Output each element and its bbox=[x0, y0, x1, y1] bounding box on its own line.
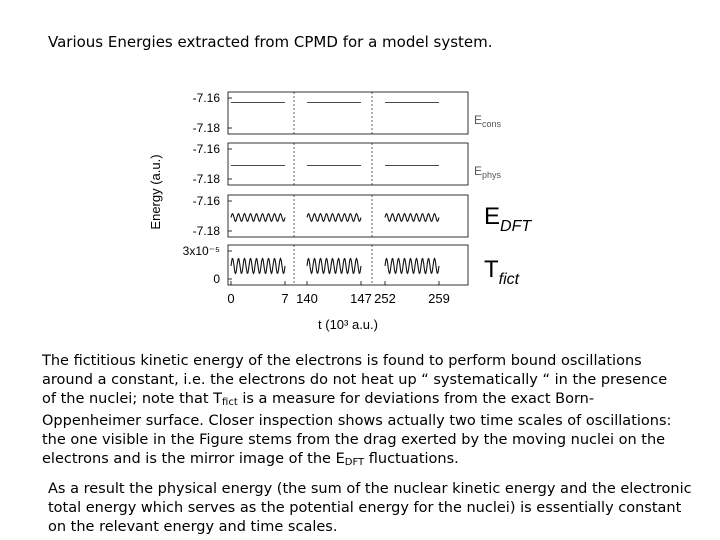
y-tick-label-cons: -7.18 bbox=[193, 121, 221, 135]
x-axis-label: t (10³ a.u.) bbox=[318, 317, 378, 332]
series-line-DFT bbox=[230, 212, 440, 223]
y-tick-label-fict: 0 bbox=[213, 272, 220, 286]
y-tick-label-fict: 3x10⁻⁵ bbox=[183, 244, 220, 258]
y-tick-label-phys: -7.18 bbox=[193, 172, 221, 186]
x-tick-label: 7 bbox=[281, 291, 288, 306]
panel-frame-cons bbox=[227, 91, 469, 135]
y-axis-label: Energy (a.u.) bbox=[148, 154, 163, 229]
paragraph1-text-a: The fictitious kinetic energy of the ele… bbox=[42, 353, 668, 407]
panel-frame-fict bbox=[227, 244, 469, 286]
x-tick-label: 147 bbox=[350, 291, 372, 306]
panel-frame-DFT bbox=[227, 194, 469, 238]
x-tick-label: 252 bbox=[374, 291, 396, 306]
page-title: Various Energies extracted from CPMD for… bbox=[48, 33, 493, 51]
y-tick-label-cons: -7.16 bbox=[193, 91, 221, 105]
paragraph1-sub-fict: fict bbox=[222, 397, 238, 408]
x-tick-label: 0 bbox=[227, 291, 234, 306]
paragraph1-text-c: fluctuations. bbox=[364, 451, 459, 467]
x-tick-label: 140 bbox=[296, 291, 318, 306]
y-tick-label-DFT: -7.18 bbox=[193, 224, 221, 238]
series-label-fict: Tfict bbox=[484, 256, 520, 288]
paragraph1-sub-dft: DFT bbox=[344, 457, 365, 468]
paragraph-physical-energy: As a result the physical energy (the sum… bbox=[48, 481, 692, 535]
y-tick-label-phys: -7.16 bbox=[193, 142, 221, 156]
paragraph1-text-b: is a measure for deviations from the exa… bbox=[42, 391, 672, 467]
panel-frame-phys bbox=[227, 142, 469, 186]
series-label-phys: Ephys bbox=[474, 164, 502, 180]
x-tick-label: 259 bbox=[428, 291, 450, 306]
paragraph-fictitious-energy: The fictitious kinetic energy of the ele… bbox=[42, 352, 682, 472]
series-label-cons: Econs bbox=[474, 113, 502, 129]
y-tick-label-DFT: -7.16 bbox=[193, 194, 221, 208]
series-line-fict bbox=[230, 257, 440, 275]
energy-chart: Energy (a.u.) -7.16 -7.18 Econs -7.16 -7.18 Ep… bbox=[140, 80, 560, 342]
series-label-DFT: EDFT bbox=[484, 203, 532, 235]
